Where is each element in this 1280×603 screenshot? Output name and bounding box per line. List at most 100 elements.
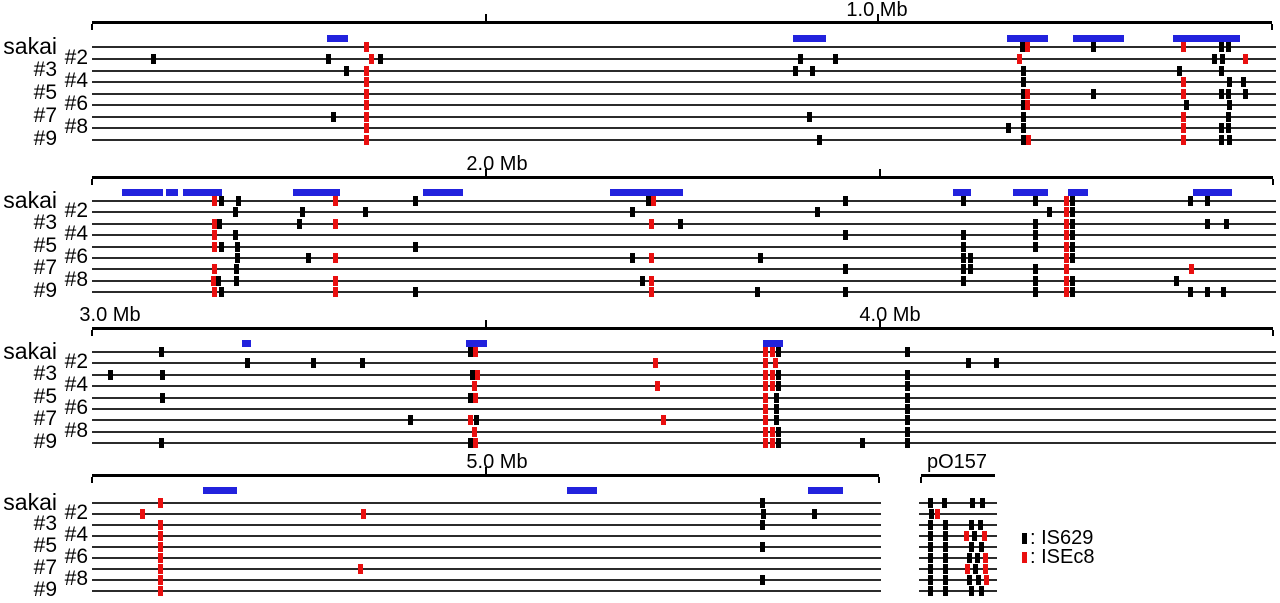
is629-mark [1227, 77, 1232, 87]
is629-mark [973, 564, 978, 574]
is629-mark [1226, 123, 1231, 133]
is629-mark [961, 242, 966, 252]
is629-mark [1021, 123, 1026, 133]
isec8-mark [468, 415, 473, 425]
is629-mark [843, 287, 848, 297]
is629-mark [363, 207, 368, 217]
is629-mark [905, 438, 910, 448]
strain-label-5: #5 [33, 234, 57, 257]
strain-label-8: #8 [64, 567, 88, 590]
is629-mark [1070, 253, 1075, 263]
isec8-mark [1064, 253, 1069, 263]
genome-line [92, 535, 881, 537]
is629-mark [833, 54, 838, 64]
strain-label-4: #4 [64, 373, 88, 396]
isec8-mark [333, 253, 338, 263]
is629-mark [311, 358, 316, 368]
scale-tick [485, 467, 487, 474]
genome-line [92, 431, 1276, 433]
is629-mark [928, 564, 933, 574]
strain-label-2: #2 [64, 350, 88, 373]
is629-mark [774, 415, 779, 425]
prophage-bar [1193, 189, 1232, 196]
genome-line [92, 93, 1276, 95]
genome-line [919, 590, 997, 592]
is629-mark [1033, 242, 1038, 252]
isec8-mark [364, 112, 369, 122]
is629-mark [245, 358, 250, 368]
is629-mark [979, 542, 984, 552]
isec8-mark [364, 135, 369, 145]
prophage-bar [763, 340, 783, 347]
is629-mark [378, 54, 383, 64]
scale-tick [91, 330, 93, 336]
is629-mark [474, 415, 479, 425]
is629-mark [943, 520, 948, 530]
strain-label-2: #2 [64, 199, 88, 222]
prophage-bar [1007, 35, 1048, 42]
strain-label-7: #7 [33, 407, 57, 430]
isec8-mark [661, 415, 666, 425]
isec8-mark [1026, 135, 1031, 145]
scale-tick [879, 169, 881, 176]
is629-mark [646, 196, 651, 206]
isec8-mark [369, 54, 374, 64]
is629-mark [233, 207, 238, 217]
strain-label-4: #4 [64, 523, 88, 546]
is629-mark [943, 531, 948, 541]
isec8-swatch-icon [1022, 552, 1027, 563]
is629-mark [1070, 242, 1075, 252]
strain-label-6: #6 [64, 245, 88, 268]
isec8-mark [935, 509, 940, 519]
isec8-mark [763, 427, 768, 437]
strain-label-9: #9 [33, 430, 57, 453]
genome-line [92, 362, 1276, 364]
isec8-mark [472, 381, 477, 391]
is629-mark [1219, 89, 1224, 99]
is629-mark [219, 242, 224, 252]
genome-line [92, 351, 1276, 353]
is629-mark [1021, 77, 1026, 87]
strain-label-3: #3 [33, 211, 57, 234]
strain-label-7: #7 [33, 556, 57, 579]
is629-mark [233, 230, 238, 240]
isec8-mark [158, 553, 163, 563]
prophage-bar [423, 189, 463, 196]
genome-line [92, 557, 881, 559]
isec8-mark [763, 347, 768, 357]
scale-tick [879, 320, 881, 327]
isec8-mark [1181, 112, 1186, 122]
prophage-bar [1013, 189, 1048, 196]
is629-mark [817, 135, 822, 145]
is629-mark [1174, 276, 1179, 286]
is629-mark [1219, 135, 1224, 145]
strain-label-8: #8 [64, 268, 88, 291]
isec8-mark [984, 575, 989, 585]
scale-label: 4.0 Mb [859, 304, 921, 326]
is629-mark [860, 438, 865, 448]
isec8-mark [655, 381, 660, 391]
isec8-mark [364, 100, 369, 110]
is629-mark [761, 509, 766, 519]
is629-swatch-icon [1022, 533, 1027, 544]
is629-mark [943, 564, 948, 574]
isec8-mark [333, 196, 338, 206]
is629-mark [968, 264, 973, 274]
strain-label-sakai: sakai [3, 338, 57, 364]
isec8-mark [964, 531, 969, 541]
genome-line [92, 104, 1276, 106]
is629-mark [1224, 219, 1229, 229]
is629-mark [297, 219, 302, 229]
prophage-bar [1068, 189, 1088, 196]
isec8-mark [983, 564, 988, 574]
isec8-mark [983, 553, 988, 563]
genome-line [92, 223, 1276, 225]
strain-label-6: #6 [64, 92, 88, 115]
strain-label-9: #9 [33, 578, 57, 601]
genome-line [92, 211, 1276, 213]
strain-label-9: #9 [33, 127, 57, 150]
prophage-bar [327, 35, 348, 42]
isec8-mark [212, 287, 217, 297]
prophage-bar [953, 189, 971, 196]
scale-label: 1.0 Mb [846, 0, 908, 21]
